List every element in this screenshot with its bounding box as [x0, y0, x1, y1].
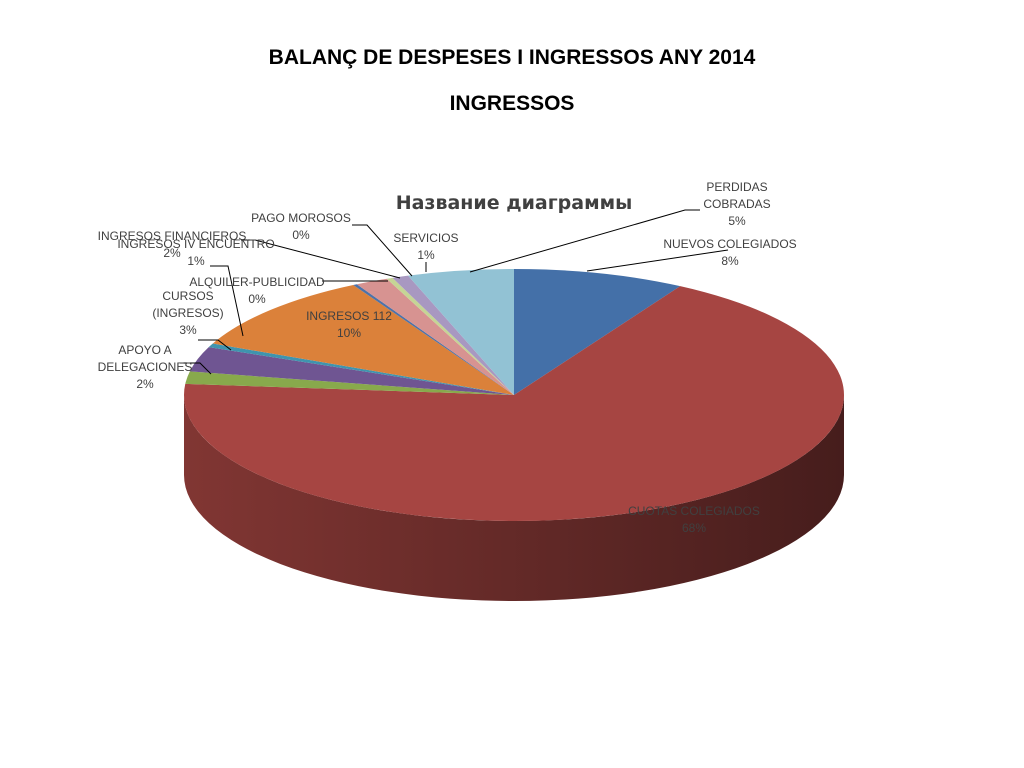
slice-cuotas-colegiados	[183, 286, 844, 521]
slice-ingresos-112	[212, 284, 515, 395]
slice-apoyo-a-delegaciones	[185, 371, 514, 395]
pct-servicios: 1%	[417, 248, 435, 262]
slice-ingresos-financieros	[356, 278, 514, 395]
pie-sides	[184, 395, 844, 601]
pct-nuevos-colegiados: 8%	[721, 254, 739, 268]
pct-cursos-ingresos: 3%	[179, 323, 197, 337]
label-ingresos-iv-encuentro: INGRESOS IV ENCUENTRO 1%	[117, 237, 274, 268]
pie-tops	[183, 269, 844, 521]
leader-line-nuevos-colegiados	[586, 249, 729, 272]
pct-pago-morosos: 0%	[292, 228, 310, 242]
slice-side-cuotas-colegiados	[184, 395, 844, 601]
leader-line-perdidas-cobradas	[469, 209, 700, 273]
pct-perdidas-cobradas: 5%	[728, 214, 746, 228]
label-cursos-ingresos: CURSOS (INGRESOS) 3%	[152, 289, 223, 337]
pct-ingresos-iv-encuentro: 1%	[187, 254, 205, 268]
label-ingresos-financieros: INGRESOS FINANCIEROS 2%	[98, 229, 247, 260]
leader-line-apoyo-a-delegaciones	[180, 362, 212, 375]
slice-alquiler-publicidad	[353, 284, 514, 395]
pct-ingresos-financieros: 2%	[163, 246, 181, 260]
slice-perdidas-cobradas	[408, 269, 514, 395]
label-apoyo-a-delegaciones: APOYO A DELEGACIONES 2%	[98, 343, 193, 391]
slice-servicios	[392, 275, 514, 395]
slice-cursos-ingresos	[189, 347, 514, 395]
pct-alquiler-publicidad: 0%	[248, 292, 266, 306]
label-pago-morosos: PAGO MOROSOS 0%	[251, 211, 351, 242]
leader-line-ingresos-iv-encuentro	[210, 265, 244, 337]
label-ingresos-112: INGRESOS 112 10%	[306, 309, 392, 340]
slide-subtitle: INGRESSOS	[449, 92, 575, 115]
pct-ingresos-112: 10%	[337, 326, 361, 340]
leader-line-pago-morosos	[352, 224, 413, 277]
pct-cuotas-colegiados: 68%	[682, 521, 706, 535]
label-nuevos-colegiados: NUEVOS COLEGIADOS 8%	[663, 237, 796, 268]
label-perdidas-cobradas: PERDIDAS COBRADAS 5%	[703, 180, 770, 228]
label-alquiler-publicidad: ALQUILER-PUBLICIDAD 0%	[189, 275, 325, 306]
leader-line-cursos-ingresos	[198, 339, 232, 351]
slice-labels: NUEVOS COLEGIADOS 8% CUOTAS COLEGIADOS 68% A…	[98, 180, 797, 535]
slide-title: BALANÇ DE DESPESES I INGRESSOS ANY 2014	[268, 46, 756, 69]
label-cuotas-colegiados: CUOTAS COLEGIADOS 68%	[628, 504, 760, 535]
slice-ingresos-iv-encuentro	[208, 343, 514, 395]
leader-lines	[180, 209, 729, 375]
leader-line-ingresos-financieros	[241, 239, 401, 279]
pct-apoyo-a-delegaciones: 2%	[136, 377, 154, 391]
label-servicios: SERVICIOS 1%	[393, 231, 458, 262]
slice-pago-morosos	[386, 277, 514, 395]
chart-title: Название диаграммы	[396, 192, 633, 214]
slice-nuevos-colegiados	[514, 269, 681, 395]
